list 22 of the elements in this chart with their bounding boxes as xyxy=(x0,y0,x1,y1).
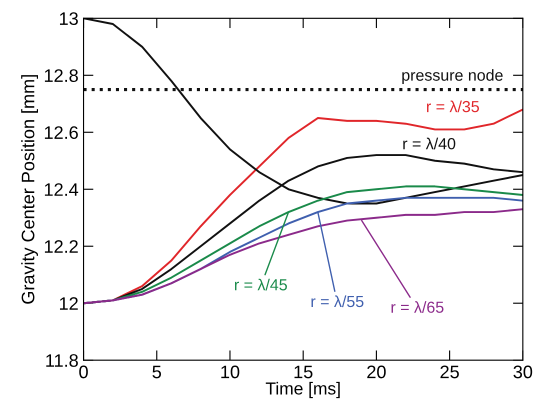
y-tick-label: 12.6 xyxy=(44,126,78,139)
x-tick-label: 20 xyxy=(367,366,386,378)
x-tick-label: 30 xyxy=(513,366,532,378)
annotation: r = λ/65 xyxy=(392,301,444,313)
x-axis-title: Time [ms] xyxy=(266,382,340,398)
annotation: r = λ/35 xyxy=(427,100,479,112)
y-tick-label: 13 xyxy=(60,12,78,26)
x-tick-label: 15 xyxy=(294,366,312,378)
x-tick-label: 10 xyxy=(221,366,240,378)
x-tick-label: 25 xyxy=(440,366,459,378)
y-tick-label: 11.8 xyxy=(46,354,78,367)
y-axis-title: Gravity Center Position [mm] xyxy=(21,75,38,304)
annotation: r = λ/40 xyxy=(403,138,456,150)
ref-line-label: pressure node xyxy=(402,69,503,84)
annotation: r = λ/55 xyxy=(311,295,364,308)
y-tick-label: 12 xyxy=(60,297,78,310)
y-tick-label: 12.8 xyxy=(44,69,78,82)
annotation: r = λ/45 xyxy=(234,278,287,290)
y-tick-label: 12.2 xyxy=(44,240,78,253)
x-tick-label: 0 xyxy=(79,366,88,378)
y-tick-label: 12.4 xyxy=(44,183,78,196)
x-tick-label: 5 xyxy=(152,366,162,378)
